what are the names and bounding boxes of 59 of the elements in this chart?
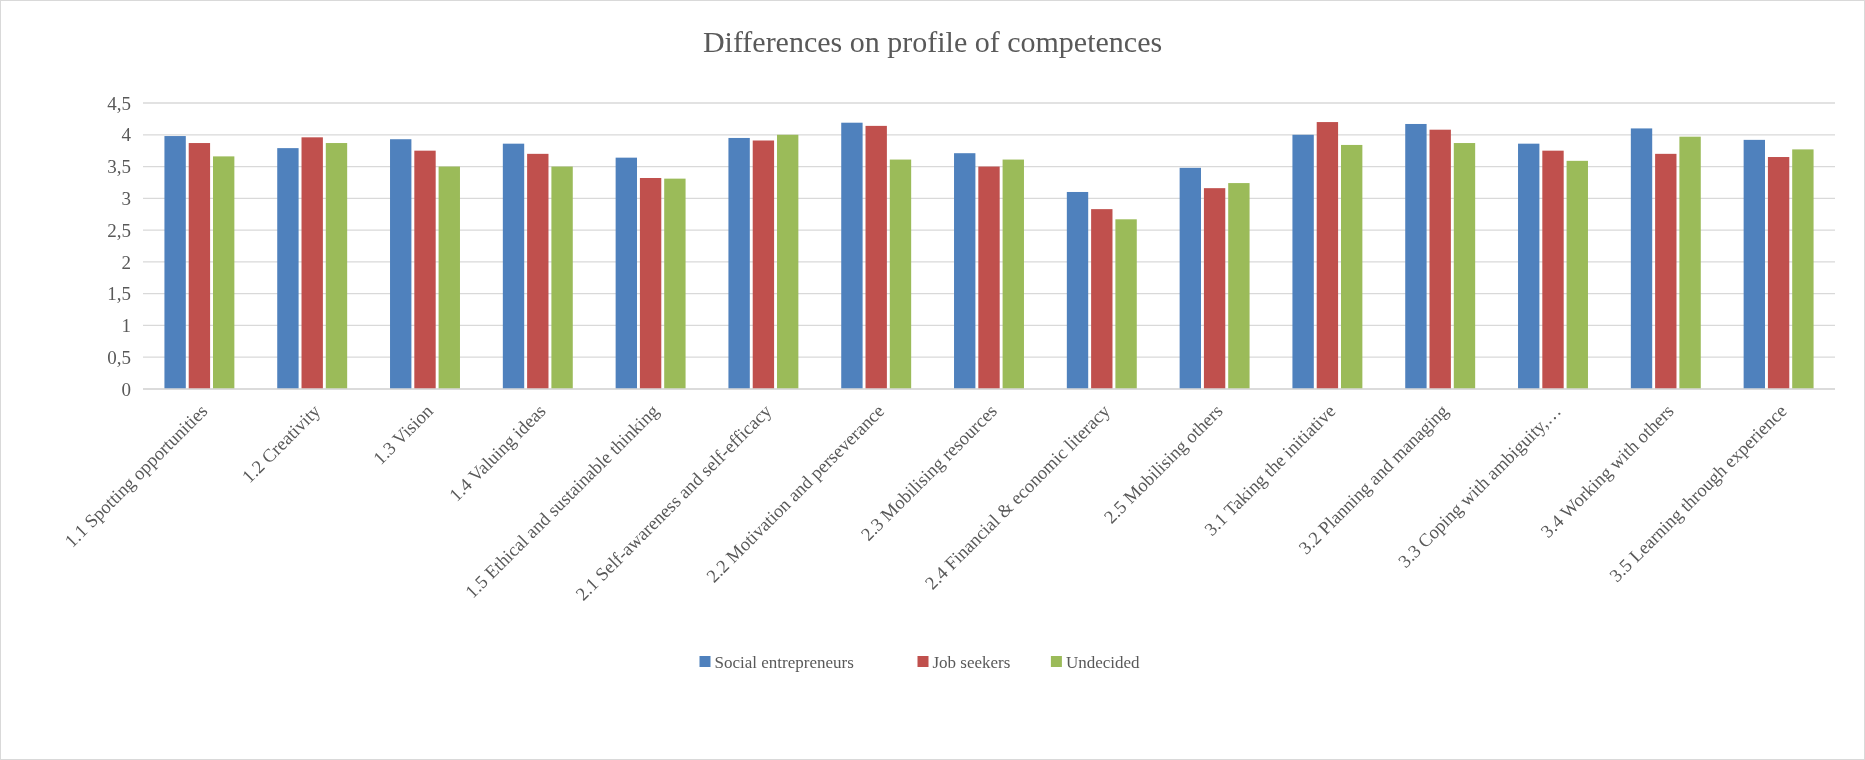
bar	[213, 156, 235, 389]
bar	[777, 134, 799, 389]
bar	[1115, 219, 1137, 389]
bar	[1066, 191, 1089, 389]
bar	[978, 166, 1000, 389]
bar	[841, 122, 863, 389]
y-tick-label: 2	[121, 251, 131, 273]
bar	[1341, 144, 1363, 389]
bar	[615, 157, 637, 389]
y-tick-label: 3,5	[107, 156, 131, 178]
bar	[889, 159, 912, 389]
bar	[664, 178, 686, 389]
bar	[1453, 143, 1476, 389]
bar	[1566, 160, 1588, 389]
y-tick-label: 0	[121, 378, 131, 400]
y-tick-label: 2,5	[107, 219, 131, 241]
bar	[1655, 153, 1677, 389]
bar	[1228, 183, 1250, 389]
bar	[301, 137, 323, 389]
bar	[1203, 188, 1226, 389]
legend-label: Job seekers	[932, 652, 1011, 672]
bar	[1316, 122, 1339, 389]
bar	[1679, 136, 1701, 389]
bar	[1091, 209, 1113, 389]
bar	[728, 137, 750, 389]
bar	[1292, 134, 1314, 389]
bar	[1767, 157, 1790, 389]
y-tick-label: 4	[121, 124, 132, 146]
bar	[1542, 150, 1564, 389]
bar	[502, 143, 525, 389]
bar	[752, 140, 775, 389]
y-tick-label: 1	[121, 315, 131, 337]
bar	[527, 153, 549, 389]
bar	[954, 153, 976, 389]
bar	[164, 136, 186, 389]
y-tick-label: 4,5	[107, 92, 131, 114]
bar	[277, 148, 299, 389]
bar	[1405, 123, 1427, 389]
bar	[438, 166, 460, 389]
bar	[1792, 149, 1814, 389]
bar	[390, 139, 412, 389]
bar	[1429, 129, 1451, 389]
bar	[1630, 128, 1653, 389]
bar	[865, 125, 887, 389]
bar	[1002, 159, 1024, 389]
bar	[1518, 143, 1540, 389]
bar	[551, 166, 573, 389]
y-tick-label: 0,5	[107, 346, 131, 368]
bar	[188, 143, 211, 389]
bar	[414, 150, 436, 389]
bar	[1743, 139, 1765, 389]
bar	[325, 143, 348, 389]
bar	[639, 178, 662, 389]
chart-title: Differences on profile of competences	[702, 25, 1163, 58]
y-tick-label: 1,5	[107, 283, 131, 305]
bar	[1179, 167, 1201, 389]
legend-label: Undecided	[1065, 652, 1141, 672]
y-tick-label: 3	[121, 187, 131, 209]
legend-label: Social entrepreneurs	[714, 652, 854, 672]
